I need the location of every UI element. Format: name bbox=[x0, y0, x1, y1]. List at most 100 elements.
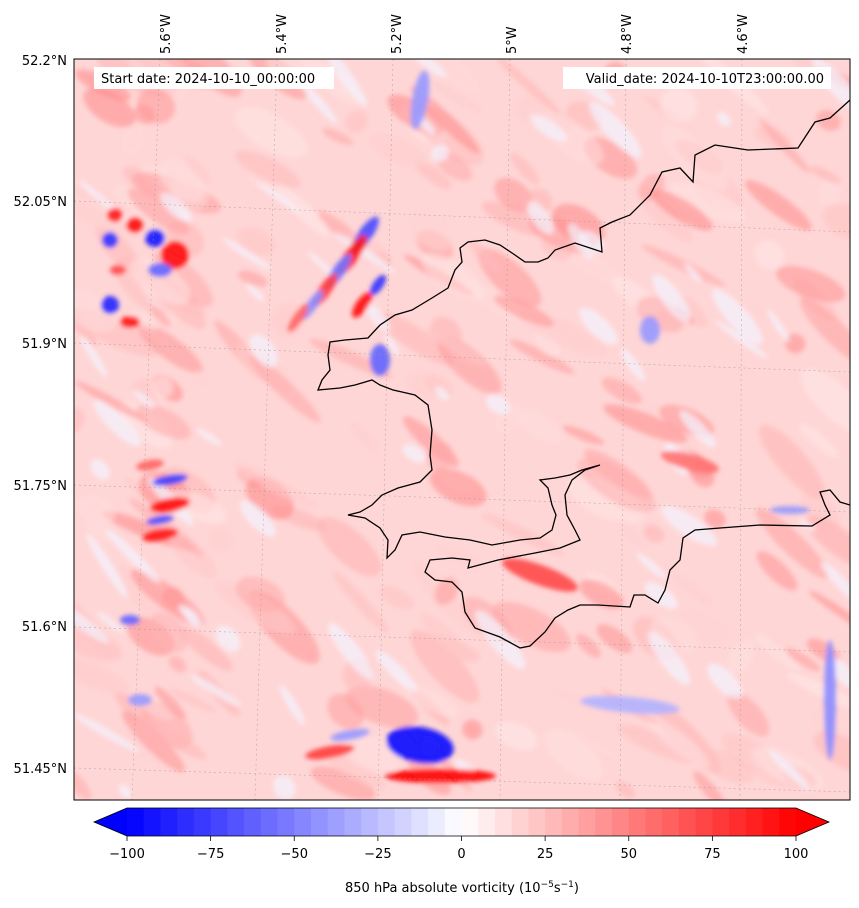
vorticity-patch bbox=[510, 152, 540, 185]
map-frame bbox=[73, 58, 851, 801]
valid-date-box bbox=[563, 67, 831, 89]
colorbar-segment bbox=[160, 808, 178, 836]
colorbar-segment bbox=[779, 808, 797, 836]
vorticity-patch bbox=[149, 612, 188, 653]
vorticity-patch bbox=[821, 562, 850, 605]
colorbar-segment bbox=[678, 808, 697, 836]
vorticity-patch bbox=[416, 106, 484, 166]
vorticity-patch bbox=[603, 404, 688, 443]
vorticity-feature bbox=[148, 263, 172, 277]
vorticity-patch bbox=[644, 582, 678, 609]
vorticity-patch bbox=[120, 124, 146, 156]
vorticity-patch bbox=[80, 335, 108, 377]
vorticity-patch bbox=[589, 102, 642, 158]
colorbar-segment bbox=[712, 808, 730, 836]
vorticity-feature bbox=[386, 726, 454, 764]
colorbar-tick-label: 0 bbox=[457, 847, 465, 862]
vorticity-patch bbox=[745, 180, 812, 231]
vorticity-patch bbox=[652, 274, 691, 323]
vorticity-patch bbox=[384, 334, 400, 357]
colorbar-segment bbox=[394, 808, 412, 836]
vorticity-patch bbox=[410, 86, 481, 154]
vorticity-patch bbox=[643, 524, 665, 543]
vorticity-patch bbox=[129, 310, 158, 330]
vorticity-patch bbox=[74, 380, 147, 422]
vorticity-feature bbox=[107, 208, 123, 222]
vorticity-patch bbox=[754, 240, 785, 270]
vorticity-patch bbox=[643, 712, 710, 768]
vorticity-patch bbox=[237, 270, 268, 287]
colorbar-tick-label: −25 bbox=[364, 847, 391, 862]
vorticity-patch bbox=[402, 444, 427, 463]
vorticity-patch bbox=[601, 377, 642, 405]
vorticity-patch bbox=[121, 711, 185, 773]
vorticity-feature bbox=[128, 694, 152, 706]
vorticity-patch bbox=[319, 747, 387, 790]
colorbar-segment bbox=[578, 808, 596, 836]
vorticity-patch bbox=[129, 258, 191, 305]
vorticity-patch bbox=[544, 730, 603, 780]
vorticity-patch bbox=[429, 468, 487, 507]
vorticity-patch bbox=[257, 182, 301, 213]
colorbar-segment bbox=[260, 808, 279, 836]
lat-label-51-45n: 51.45°N bbox=[14, 762, 67, 777]
vorticity-patch bbox=[577, 457, 656, 513]
colorbar-segment bbox=[695, 808, 713, 836]
vorticity-feature bbox=[660, 451, 720, 473]
vorticity-feature bbox=[110, 265, 126, 275]
vorticity-patch bbox=[822, 203, 850, 241]
lon-label-5-4w: 5.4°W bbox=[275, 14, 290, 54]
vorticity-patch bbox=[767, 748, 810, 790]
vorticity-patch bbox=[424, 328, 485, 365]
vorticity-feature bbox=[120, 316, 140, 328]
vorticity-patch bbox=[434, 577, 459, 606]
vorticity-patch bbox=[273, 775, 296, 800]
vorticity-patch bbox=[717, 111, 731, 127]
vorticity-feature bbox=[330, 728, 370, 742]
vorticity-feature bbox=[120, 615, 140, 625]
vorticity-patch bbox=[135, 716, 207, 760]
vorticity-patch bbox=[310, 766, 376, 800]
vorticity-patch bbox=[151, 376, 174, 398]
vorticity-patch bbox=[564, 727, 635, 769]
colorbar-segment bbox=[478, 808, 496, 836]
lat-label-52-2n: 52.2°N bbox=[22, 54, 67, 69]
vorticity-patch bbox=[234, 150, 301, 189]
colorbar-segment bbox=[444, 808, 463, 836]
colorbar-segment bbox=[545, 808, 563, 836]
colorbar-segment bbox=[662, 808, 680, 836]
vorticity-patch bbox=[579, 579, 624, 610]
colorbar-tick-label: −75 bbox=[197, 847, 224, 862]
vorticity-patch bbox=[160, 192, 192, 222]
vorticity-patch bbox=[190, 675, 241, 707]
vorticity-patch bbox=[76, 495, 116, 526]
vorticity-patch bbox=[638, 493, 706, 566]
vorticity-patch bbox=[530, 114, 567, 142]
colorbar-segment bbox=[612, 808, 630, 836]
lon-label-4-6w: 4.6°W bbox=[736, 14, 751, 54]
vorticity-feature bbox=[824, 640, 836, 760]
colorbar-segment bbox=[344, 808, 362, 836]
vorticity-patch bbox=[759, 424, 825, 499]
vorticity-feature bbox=[369, 274, 387, 296]
vorticity-patch bbox=[409, 59, 447, 78]
vorticity-patch bbox=[249, 334, 278, 368]
vorticity-patch bbox=[462, 719, 483, 740]
colorbar-segment bbox=[411, 808, 429, 836]
vorticity-patch bbox=[349, 421, 380, 454]
vorticity-patch bbox=[660, 87, 698, 122]
vorticity-feature bbox=[640, 316, 660, 344]
vorticity-patch bbox=[234, 462, 317, 508]
vorticity-patch bbox=[327, 693, 364, 730]
vorticity-feature bbox=[287, 303, 309, 333]
colorbar-segment bbox=[428, 808, 446, 836]
vorticity-patch bbox=[596, 624, 633, 654]
vorticity-patch bbox=[279, 684, 306, 726]
lon-label-4-8w: 4.8°W bbox=[620, 14, 635, 54]
colorbar-segment bbox=[193, 808, 212, 836]
vorticity-patch bbox=[178, 604, 197, 626]
vorticity-patch bbox=[674, 139, 723, 174]
vorticity-patch bbox=[785, 647, 821, 672]
latitude-labels: 52.2°N 52.05°N 51.9°N 51.75°N 51.6°N 51.… bbox=[14, 54, 67, 777]
colorbar-segment bbox=[528, 808, 546, 836]
